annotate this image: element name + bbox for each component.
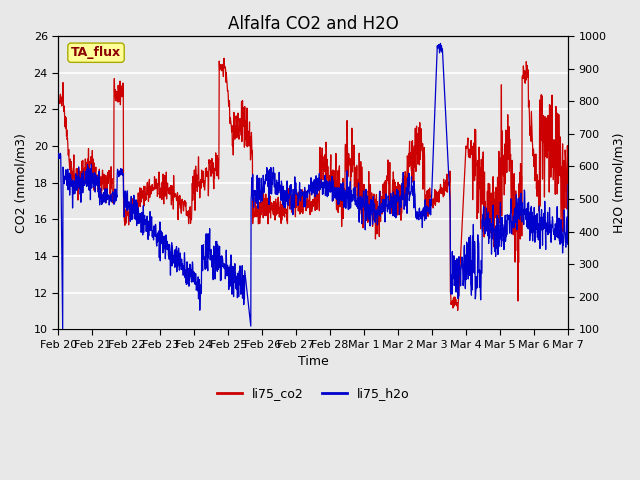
Text: TA_flux: TA_flux (71, 46, 121, 59)
X-axis label: Time: Time (298, 355, 328, 368)
Title: Alfalfa CO2 and H2O: Alfalfa CO2 and H2O (228, 15, 399, 33)
Y-axis label: H2O (mmol/m3): H2O (mmol/m3) (612, 132, 625, 233)
Y-axis label: CO2 (mmol/m3): CO2 (mmol/m3) (15, 132, 28, 233)
Legend: li75_co2, li75_h2o: li75_co2, li75_h2o (212, 382, 415, 405)
